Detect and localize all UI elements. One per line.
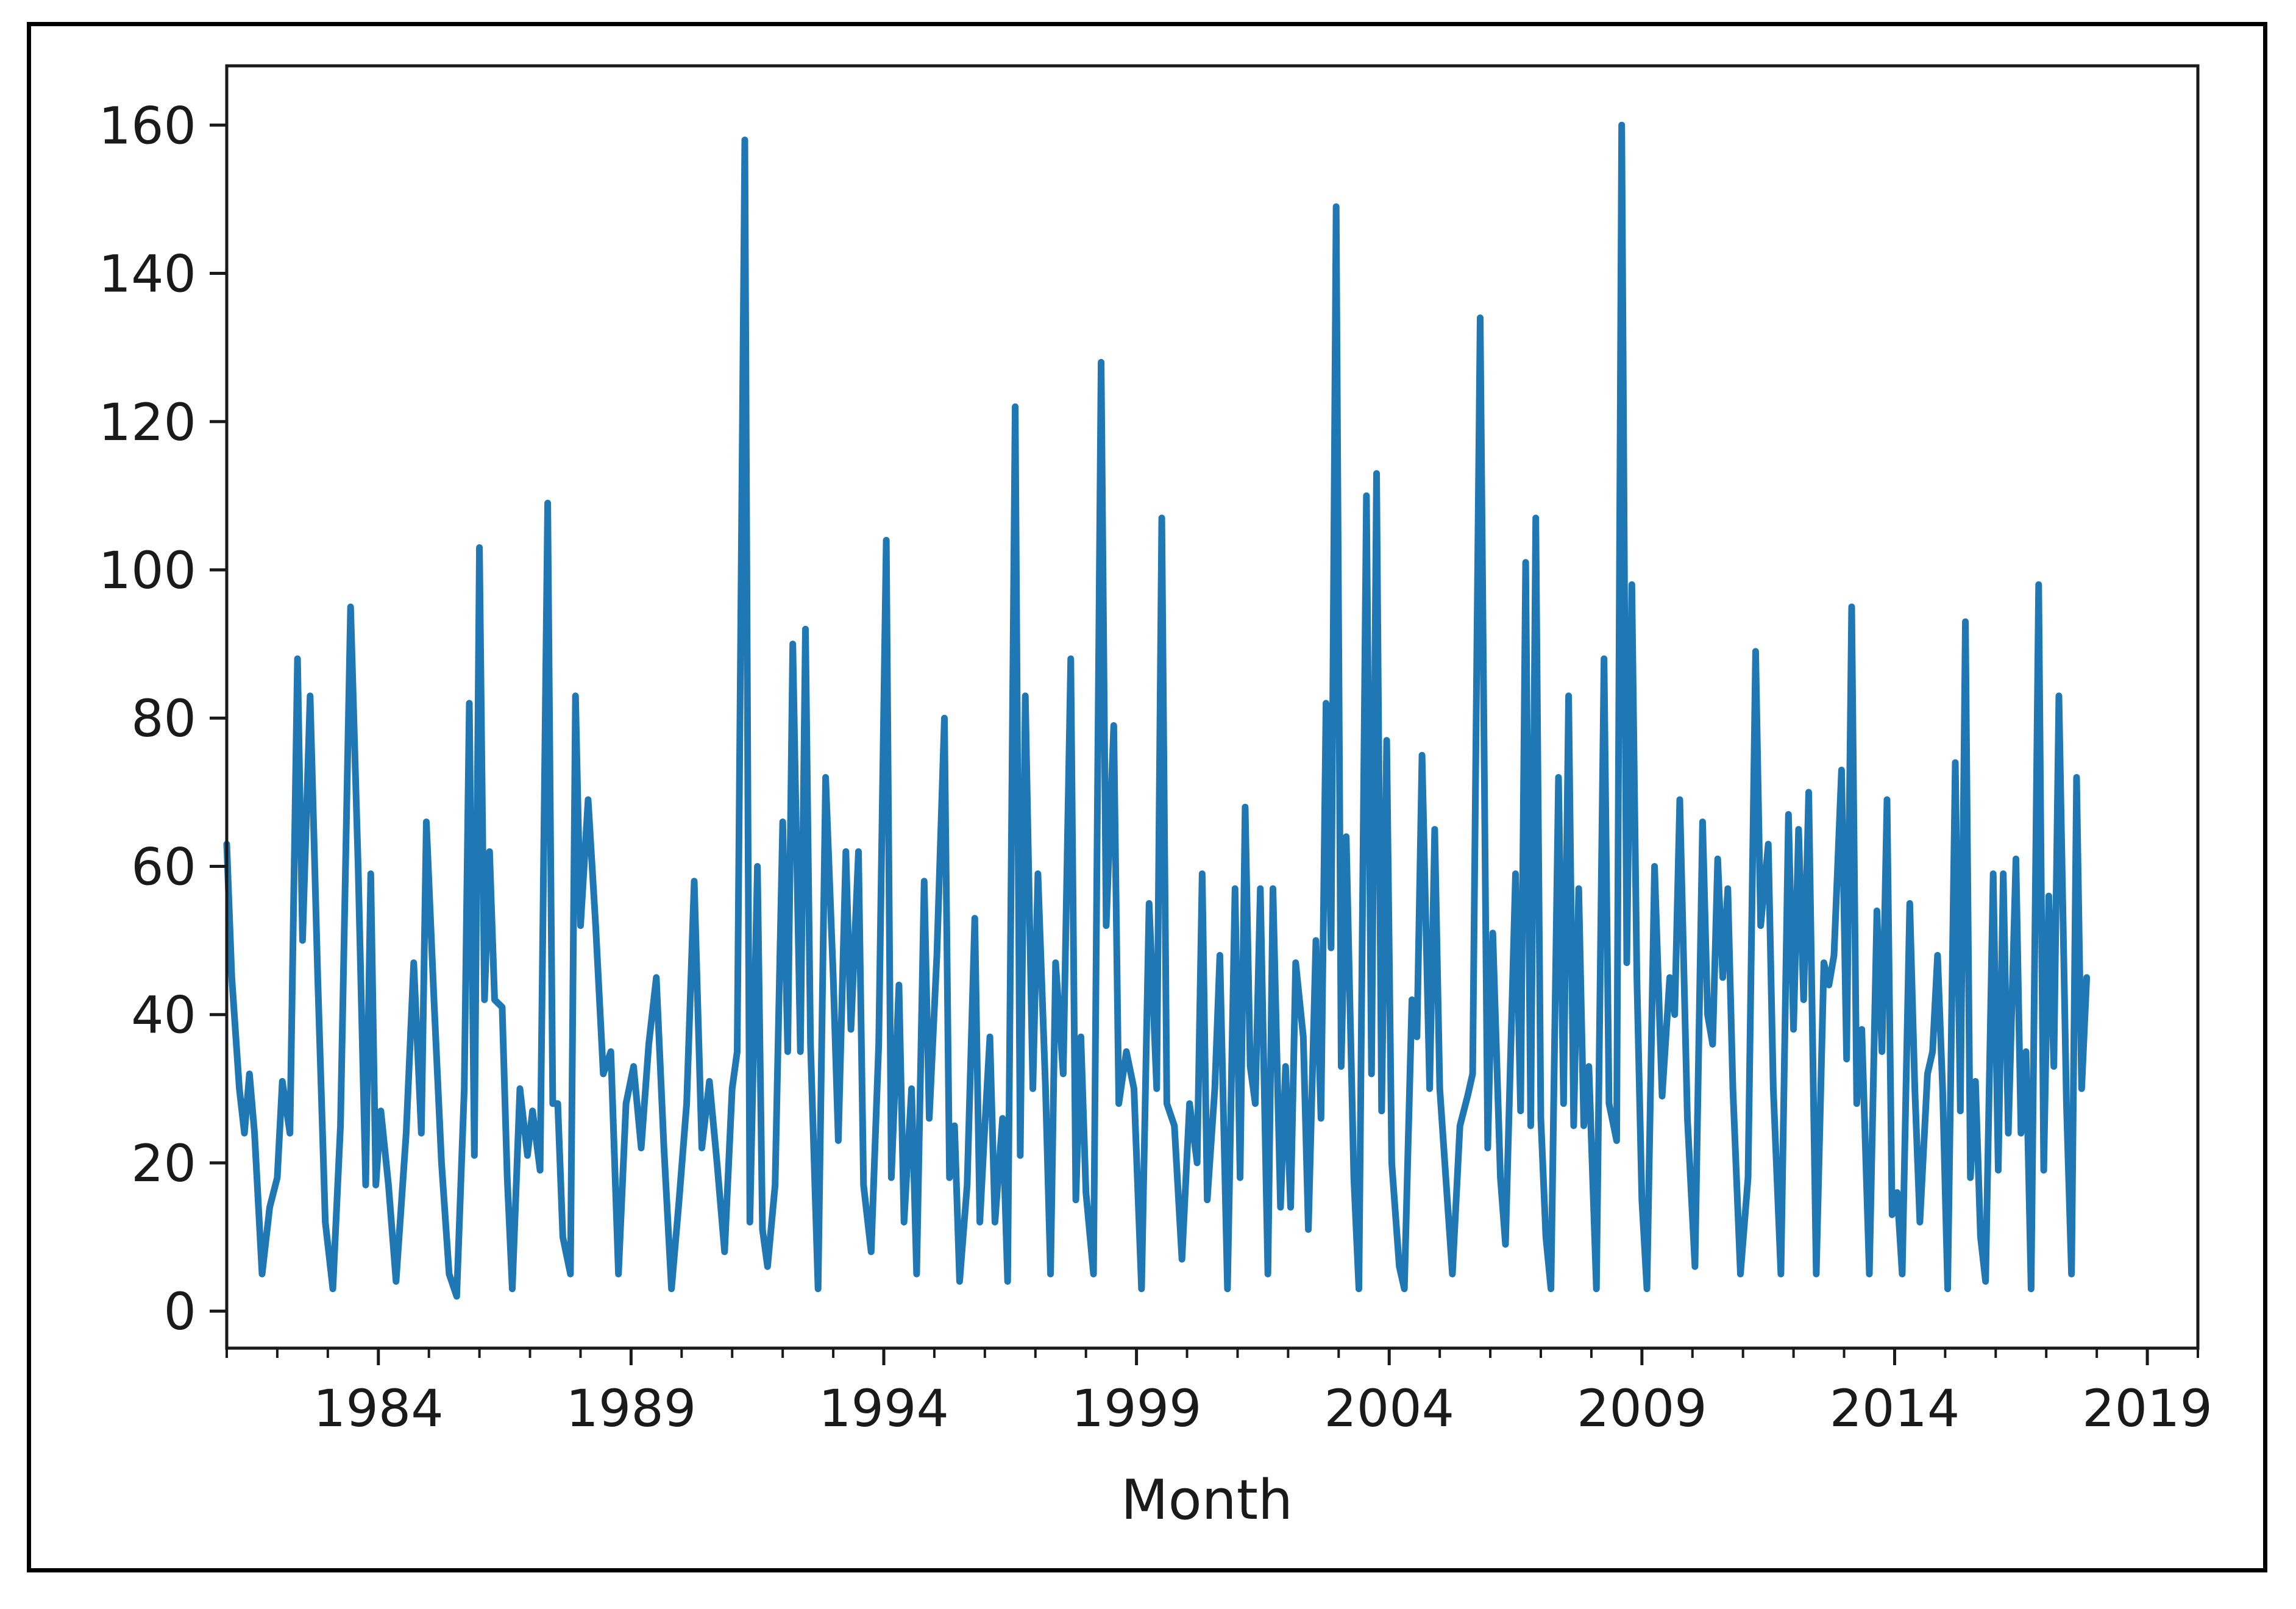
y-tick-label: 100 (99, 541, 196, 600)
x-tick-label: 1999 (1072, 1379, 1202, 1438)
y-tick-label: 40 (131, 986, 196, 1045)
x-tick-label: 2014 (1830, 1379, 1960, 1438)
x-tick-label: 2019 (2082, 1379, 2212, 1438)
y-axis: 0 20 40 60 80 100 120 140 160 (99, 96, 227, 1341)
x-axis: 1984 1989 1994 1999 2004 2009 2014 2019 (226, 1348, 2212, 1438)
y-tick-label: 120 (99, 392, 196, 452)
x-axis-title: Month (1121, 1468, 1293, 1532)
y-tick-label: 80 (131, 689, 196, 748)
y-tick-label: 20 (131, 1134, 196, 1193)
x-tick-label: 1984 (313, 1379, 444, 1438)
y-tick-label: 140 (99, 244, 196, 304)
y-tick-label: 0 (164, 1282, 196, 1341)
series-line (223, 121, 2091, 1300)
chart-frame (27, 22, 2267, 1572)
y-tick-label: 60 (131, 837, 196, 897)
y-tick-label: 160 (99, 96, 196, 155)
x-tick-label: 1994 (819, 1379, 949, 1438)
x-tick-label: 2004 (1324, 1379, 1454, 1438)
x-tick-label: 1989 (566, 1379, 696, 1438)
series-layer (223, 121, 2091, 1300)
plot-area-frame (225, 64, 2200, 1350)
x-tick-label: 2009 (1577, 1379, 1707, 1438)
